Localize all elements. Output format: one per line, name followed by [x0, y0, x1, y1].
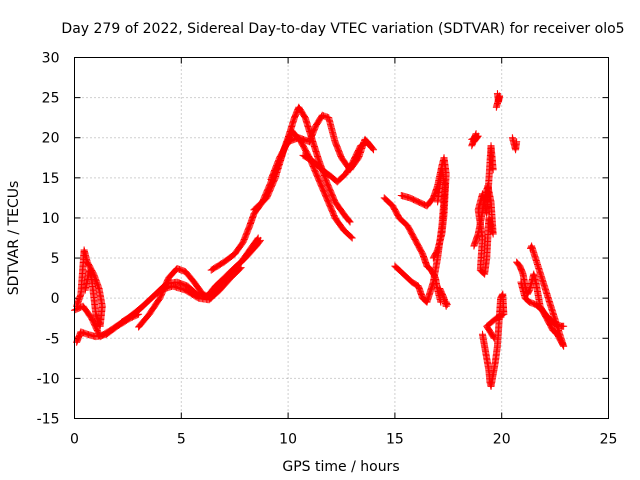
x-tick-label: 5 [177, 432, 186, 448]
data-point [346, 218, 354, 226]
series-track-s [513, 242, 568, 350]
series-track-r [508, 134, 521, 154]
grid-lines [74, 57, 609, 419]
data-point [135, 310, 143, 318]
series-track-j [380, 194, 445, 306]
data-point [468, 142, 476, 150]
x-tick-label: 10 [279, 432, 297, 448]
y-tick-label: 15 [42, 171, 60, 187]
y-tick-labels: -15 -10 -5 0 5 10 15 20 25 30 [37, 51, 60, 428]
series-track-q [492, 90, 504, 111]
x-tick-label: 0 [70, 432, 79, 448]
y-tick-label: 30 [42, 51, 60, 67]
y-tick-label: -5 [46, 331, 60, 347]
y-tick-label: 5 [51, 251, 60, 267]
data-point [490, 333, 498, 341]
data-point [513, 138, 521, 146]
data-point [345, 217, 353, 225]
x-tick-label: 25 [600, 432, 618, 448]
data-point [489, 166, 497, 174]
series-track-o [470, 142, 497, 278]
series-track-e [250, 127, 356, 242]
data-point [348, 234, 356, 242]
data-point [254, 234, 262, 242]
x-tick-label: 20 [493, 432, 511, 448]
data-point [370, 146, 378, 154]
series-track-c [135, 234, 262, 331]
data-marks [71, 90, 568, 390]
y-tick-label: 25 [42, 91, 60, 107]
x-tick-labels: 0 5 10 15 20 25 [70, 432, 617, 448]
data-point [443, 299, 451, 307]
data-point [429, 254, 437, 262]
plot-frame [74, 57, 609, 419]
chart-title: Day 279 of 2022, Sidereal Day-to-day VTE… [61, 21, 624, 37]
data-point [430, 253, 438, 261]
y-tick-label: 0 [51, 291, 60, 307]
series-track-t [517, 278, 568, 330]
data-point [369, 145, 377, 153]
data-point [434, 198, 442, 206]
x-tick-label: 15 [386, 432, 404, 448]
y-tick-label: 10 [42, 211, 60, 227]
data-point [81, 286, 89, 294]
data-point [560, 322, 568, 330]
y-tick-label: -15 [37, 412, 60, 428]
data-point [478, 268, 486, 276]
data-point [347, 233, 355, 241]
series-track-i [73, 246, 106, 330]
y-tick-label: 20 [42, 131, 60, 147]
x-axis-label: GPS time / hours [282, 459, 399, 475]
data-point [133, 311, 141, 319]
data-point [443, 301, 451, 309]
data-point [527, 244, 535, 252]
series-track-l [397, 154, 450, 262]
series-track-p [478, 290, 508, 390]
data-point [527, 243, 535, 251]
data-point [492, 103, 500, 111]
y-tick-label: -10 [37, 371, 60, 387]
series-track-n [468, 130, 482, 150]
axis-ticks [74, 57, 609, 419]
series-track-g [299, 138, 378, 186]
series-track-m [436, 285, 451, 310]
data-point [253, 235, 261, 243]
data-point [490, 334, 498, 342]
y-axis-label: SDTVAR / TECUs [6, 181, 22, 296]
series-track-h [73, 310, 143, 346]
